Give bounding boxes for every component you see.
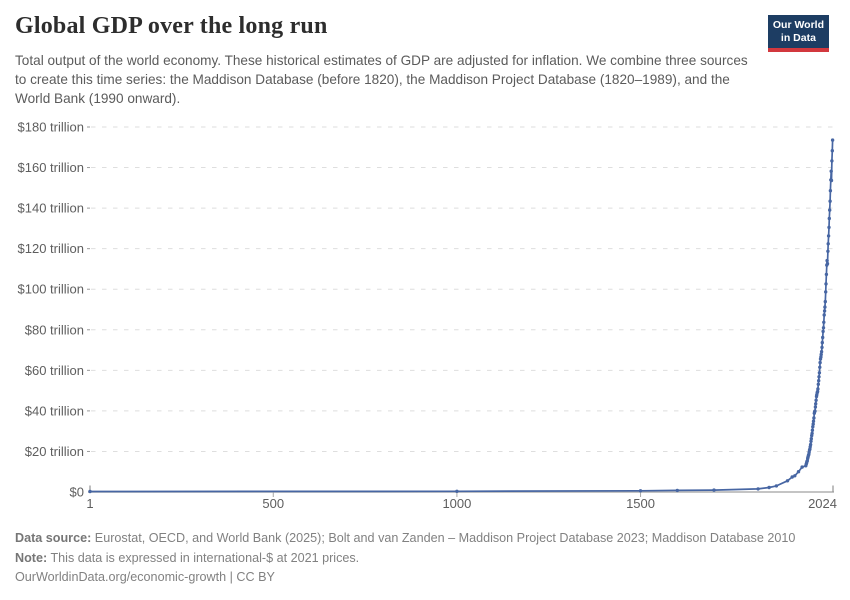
data-point-marker [818,365,822,369]
data-point-marker [824,272,829,277]
data-point-marker [813,405,818,409]
data-point-marker [767,485,771,490]
data-point-marker [811,419,816,423]
data-point-marker [828,189,833,193]
data-point-marker [785,479,790,483]
data-point-marker [712,488,716,492]
data-source-line: Data source: Eurostat, OECD, and World B… [15,529,795,549]
data-point-marker [819,350,824,354]
y-axis-tick-label: $120 trillion [18,241,85,256]
data-point-marker [813,409,817,413]
data-point-marker [823,305,827,309]
data-point-marker [821,326,826,330]
owid-logo-line1: Our World [772,19,824,31]
data-point-marker [817,375,821,379]
note-text: This data is expressed in international-… [47,550,360,565]
data-point-marker [825,258,829,263]
data-point-marker [826,242,830,246]
data-point-marker [824,282,828,286]
data-point-marker [826,249,830,253]
data-point-marker [818,360,822,365]
data-point-marker [810,431,814,436]
chart-subtitle: Total output of the world economy. These… [15,53,748,106]
y-axis-tick-label: $80 trillion [25,322,84,337]
x-axis-tick-label: 1500 [626,496,655,511]
data-point-marker [828,208,832,212]
data-point-marker [824,290,828,294]
data-point-marker [822,320,826,324]
data-point-marker [830,138,835,142]
x-axis-tick-label: 1 [86,496,93,511]
data-point-marker [820,340,824,345]
owid-logo-line2: in Data [780,32,816,44]
y-axis-tick-label: $180 trillion [18,120,85,135]
data-point-marker [793,474,797,478]
data-point-marker [811,422,815,426]
y-axis-tick-label: $140 trillion [18,201,85,216]
data-point-marker [814,402,818,406]
data-point-marker [675,488,679,493]
data-point-marker [830,149,834,153]
data-point-marker [809,439,813,443]
data-point-marker [88,489,92,494]
data-point-marker [790,475,794,479]
data-point-marker [815,389,820,394]
owid-logo: Our World in Data [767,15,829,52]
y-axis-tick-label: $20 trillion [25,444,84,459]
x-axis-tick-label: 1000 [442,496,471,511]
data-point-marker [827,225,831,230]
data-point-marker [796,470,801,474]
x-axis-tick-label: 2024 [808,496,837,511]
data-point-marker [823,299,827,304]
data-point-marker [830,159,834,163]
y-axis-tick-label: $0 [70,485,84,500]
note-line: Note: This data is expressed in internat… [15,549,795,569]
data-point-marker [812,416,816,420]
data-point-marker [811,425,815,429]
data-point-marker [821,335,825,340]
data-point-marker [817,371,822,375]
data-point-marker [638,489,643,493]
y-axis-tick-label: $160 trillion [18,160,85,175]
data-point-marker [809,437,813,441]
gdp-line-chart-plot[interactable]: $0 $20 trillion $40 trillion $60 trillion $8… [0,0,850,520]
data-point-marker [756,487,760,491]
data-point-marker [817,379,821,383]
data-point-marker [814,398,818,402]
data-point-marker [826,234,831,238]
data-point-marker [827,216,831,221]
data-point-marker [816,382,820,386]
data-point-marker [455,489,459,493]
data-point-marker [821,329,825,334]
y-axis-tick-label: $60 trillion [25,363,84,378]
data-point-marker [819,355,823,359]
y-axis-tick-label: $100 trillion [18,282,85,297]
data-source-label: Data source: [15,531,92,545]
data-point-marker [829,169,833,173]
data-point-marker [820,345,824,350]
data-point-marker [808,442,813,447]
data-point-marker [829,178,834,183]
chart-footer: Data source: Eurostat, OECD, and World B… [15,529,795,588]
data-point-marker [810,428,815,432]
x-axis-tick-label: 500 [262,496,284,511]
data-point-marker [774,484,779,488]
data-point-marker [825,262,830,266]
footer-citation-link: OurWorldinData.org/economic-growth | CC … [15,570,275,584]
data-point-marker [800,465,804,469]
data-point-marker [816,387,820,391]
y-axis-tick-label: $40 trillion [25,403,84,418]
data-point-marker [828,199,832,203]
data-source-text: Eurostat, OECD, and World Bank (2025); B… [91,531,796,545]
note-label: Note: [15,550,48,565]
page-title: Global GDP over the long run [15,13,328,39]
gdp-line-series [89,139,834,493]
data-point-marker [822,313,826,317]
data-point-marker [819,352,823,357]
data-point-marker [822,309,827,313]
